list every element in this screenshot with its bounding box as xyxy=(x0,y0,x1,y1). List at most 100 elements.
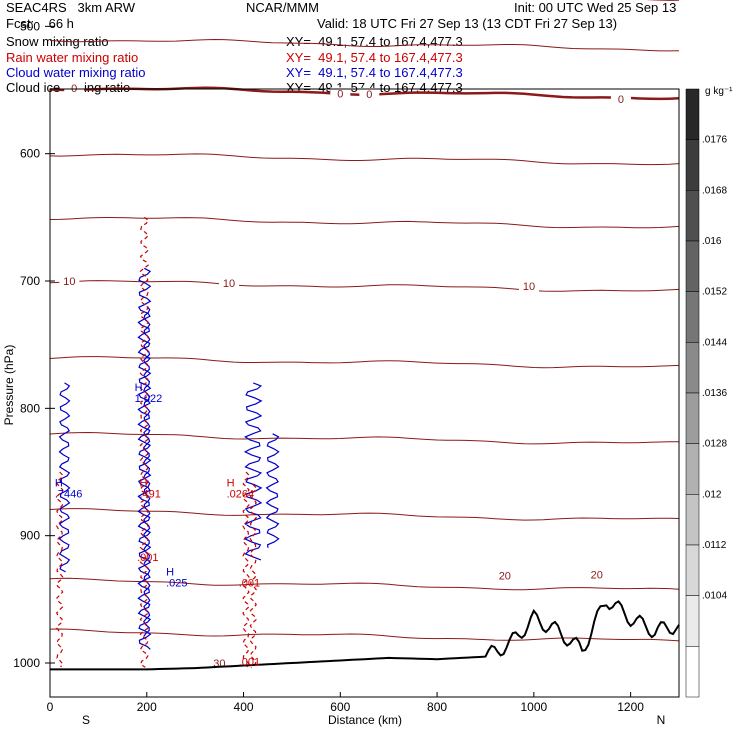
contour-value-label: .001 xyxy=(137,552,158,564)
extremum-marker: H xyxy=(135,382,143,394)
rain-contour xyxy=(139,216,150,668)
isotherm-label: 0 xyxy=(366,89,372,101)
isotherm-label-bg xyxy=(359,87,380,100)
extremum-value: .491 xyxy=(140,488,161,500)
extremum-marker: H xyxy=(166,567,174,579)
y-axis-title: Pressure (hPa) xyxy=(2,345,16,426)
contour-value-label: .001 xyxy=(239,578,260,590)
hydrometeor-layer xyxy=(55,216,280,669)
colorbar-swatch xyxy=(685,291,700,343)
colorbar-label: .012 xyxy=(702,489,722,500)
colorbar-swatch xyxy=(685,494,700,546)
isotherm-label-bg xyxy=(59,275,80,288)
isotherm-label-bg xyxy=(610,93,631,106)
colorbar-swatch xyxy=(685,646,700,698)
colorbar-label: .0168 xyxy=(702,185,727,196)
isotherm-label: 0 xyxy=(337,88,343,100)
colorbar-label: .016 xyxy=(702,236,722,247)
isotherm-line xyxy=(49,356,680,369)
terrain-line xyxy=(50,600,680,671)
colorbar-label: .0176 xyxy=(702,135,727,146)
colorbar-label: .0104 xyxy=(702,591,727,602)
isotherm-label-bg xyxy=(586,568,607,581)
colorbar-label: .0128 xyxy=(702,439,727,450)
isotherm-label: 20 xyxy=(591,570,603,582)
org-title: NCAR/MMM xyxy=(246,0,319,15)
legend-rain-xy: XY= 49.1, 57.4 to 167.4,477.3 xyxy=(286,50,463,65)
isotherm-label: 10 xyxy=(523,281,535,293)
isotherm-line xyxy=(49,38,680,52)
y-tick-label: 500 xyxy=(20,19,40,33)
isotherm-label: 20 xyxy=(499,571,511,583)
isotherm-label-bg xyxy=(519,279,540,292)
x-axis-title: Distance (km) xyxy=(328,713,402,727)
isotherm-line xyxy=(49,508,680,521)
isotherm-label: 10 xyxy=(63,276,75,288)
isotherm-line xyxy=(49,577,680,591)
colorbar-label: .0144 xyxy=(702,337,727,348)
legend-cloudwater-xy: XY= 49.1, 57.4 to 167.4,477.3 xyxy=(286,65,463,80)
contour-value-label: .001 xyxy=(239,657,260,669)
colorbar-swatch xyxy=(685,392,700,444)
isotherm-label-layer: -30-30-30-20-20-20-20-10-10-10-100000101… xyxy=(59,81,631,670)
colorbar-swatch xyxy=(685,595,700,647)
cloud-water-contour xyxy=(265,433,280,548)
isotherm-line xyxy=(49,153,680,166)
annotation-layer: H.002756H.005644H.0088H1.022H.491H.0264H… xyxy=(55,382,260,669)
isotherm-label-bg xyxy=(330,87,351,100)
extremum-marker: H xyxy=(140,477,148,489)
isotherm-label-bg xyxy=(219,276,240,289)
extremum-value: .7446 xyxy=(55,488,83,500)
y-tick-label: 900 xyxy=(20,529,40,543)
rain-contour xyxy=(242,471,250,668)
colorbar-swatch xyxy=(685,443,700,495)
y-tick-label: 1000 xyxy=(13,656,40,670)
colorbar: .0176 .0168 .016 .0152 .0144 .0136 .0128 .012 .0… xyxy=(685,88,727,698)
colorbar-swatch xyxy=(685,544,700,596)
x-end-label-left: S xyxy=(82,713,90,727)
model-title: SEAC4RS 3km ARW xyxy=(6,0,136,15)
isotherm-label-bg xyxy=(64,81,85,94)
colorbar-label: .0152 xyxy=(702,287,727,298)
x-tick-label: 0 xyxy=(47,700,54,714)
colorbar-swatch xyxy=(685,190,700,242)
colorbar-label: .0136 xyxy=(702,388,727,399)
x-tick-label: 800 xyxy=(427,700,447,714)
cloud-water-contour xyxy=(58,382,71,573)
x-tick-label: 1200 xyxy=(617,700,644,714)
forecast-hour: Fcst: 66 h xyxy=(6,16,74,31)
cloud-water-contour xyxy=(243,382,263,561)
isotherm-label: 30 xyxy=(213,658,225,670)
isotherm-label: 0 xyxy=(618,94,624,106)
isotherm-line xyxy=(49,216,680,229)
colorbar-swatch xyxy=(685,139,700,191)
extremum-value: 1.022 xyxy=(135,393,163,405)
legend-rain-label: Rain water mixing ratio xyxy=(6,50,139,65)
extremum-marker: H xyxy=(55,477,63,489)
axes-layer: 1000900800700600500400300200020040060080… xyxy=(13,19,644,714)
colorbar-label: .0112 xyxy=(702,540,727,551)
isotherm-line xyxy=(49,280,680,292)
colorbar-swatch xyxy=(685,240,700,292)
cloud-water-contour xyxy=(137,267,152,650)
plot-frame xyxy=(49,88,680,698)
x-end-label-right: N xyxy=(657,713,666,727)
rain-contour xyxy=(55,471,64,668)
legend-cloudwater-label: Cloud water mixing ratio xyxy=(6,65,146,80)
init-time: Init: 00 UTC Wed 25 Sep 13 xyxy=(514,0,677,15)
isotherm-label-bg xyxy=(494,569,515,582)
extremum-marker: H xyxy=(227,477,235,489)
terrain-layer xyxy=(50,600,680,671)
colorbar-swatch xyxy=(685,88,700,140)
x-tick-label: 1000 xyxy=(520,700,547,714)
y-tick-label: 700 xyxy=(20,274,40,288)
isotherm-line xyxy=(49,431,679,445)
x-tick-label: 400 xyxy=(234,700,254,714)
x-tick-label: 200 xyxy=(137,700,157,714)
extremum-value: .025 xyxy=(166,578,187,590)
valid-time: Valid: 18 UTC Fri 27 Sep 13 (13 CDT Fri … xyxy=(317,16,618,31)
legend-cloudice-xy: XY= 49.1, 57.4 to 167.4,477.3 xyxy=(286,80,463,95)
colorbar-unit: g kg⁻¹ xyxy=(705,86,733,97)
colorbar-swatch xyxy=(685,342,700,394)
